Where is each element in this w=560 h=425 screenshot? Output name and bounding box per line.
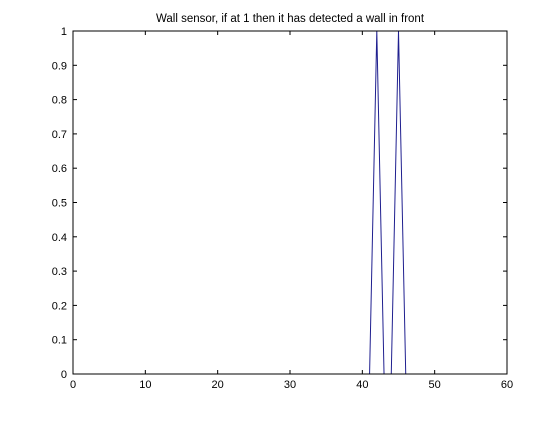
- y-tick-label: 1: [61, 26, 67, 38]
- y-tick-label: 0.9: [52, 60, 67, 72]
- y-tick-label: 0.5: [52, 198, 67, 210]
- x-tick-label: 30: [284, 379, 296, 391]
- x-tick-label: 10: [139, 379, 151, 391]
- y-tick-label: 0.3: [52, 266, 67, 278]
- y-tick-label: 0.2: [52, 300, 67, 312]
- y-tick-label: 0.4: [52, 232, 67, 244]
- x-tick-label: 20: [212, 379, 224, 391]
- axes-layer: 0 10 20 30 40 50 60 0 0.1 0.2 0.3 0.4 0.5 0.6 0.7 0.8 0.…: [52, 26, 513, 391]
- y-tick-label: 0: [61, 369, 67, 381]
- x-tick-label: 60: [501, 379, 513, 391]
- y-tick-label: 0.7: [52, 129, 67, 141]
- plot-area: [73, 31, 507, 374]
- x-tick-label: 50: [429, 379, 441, 391]
- chart-title: Wall sensor, if at 1 then it has detecte…: [156, 13, 425, 25]
- y-tick-label: 0.1: [52, 335, 67, 347]
- x-tick-label: 0: [70, 379, 76, 391]
- y-tick-label: 0.8: [52, 95, 67, 107]
- x-tick-label: 40: [356, 379, 368, 391]
- y-tick-label: 0.6: [52, 163, 67, 175]
